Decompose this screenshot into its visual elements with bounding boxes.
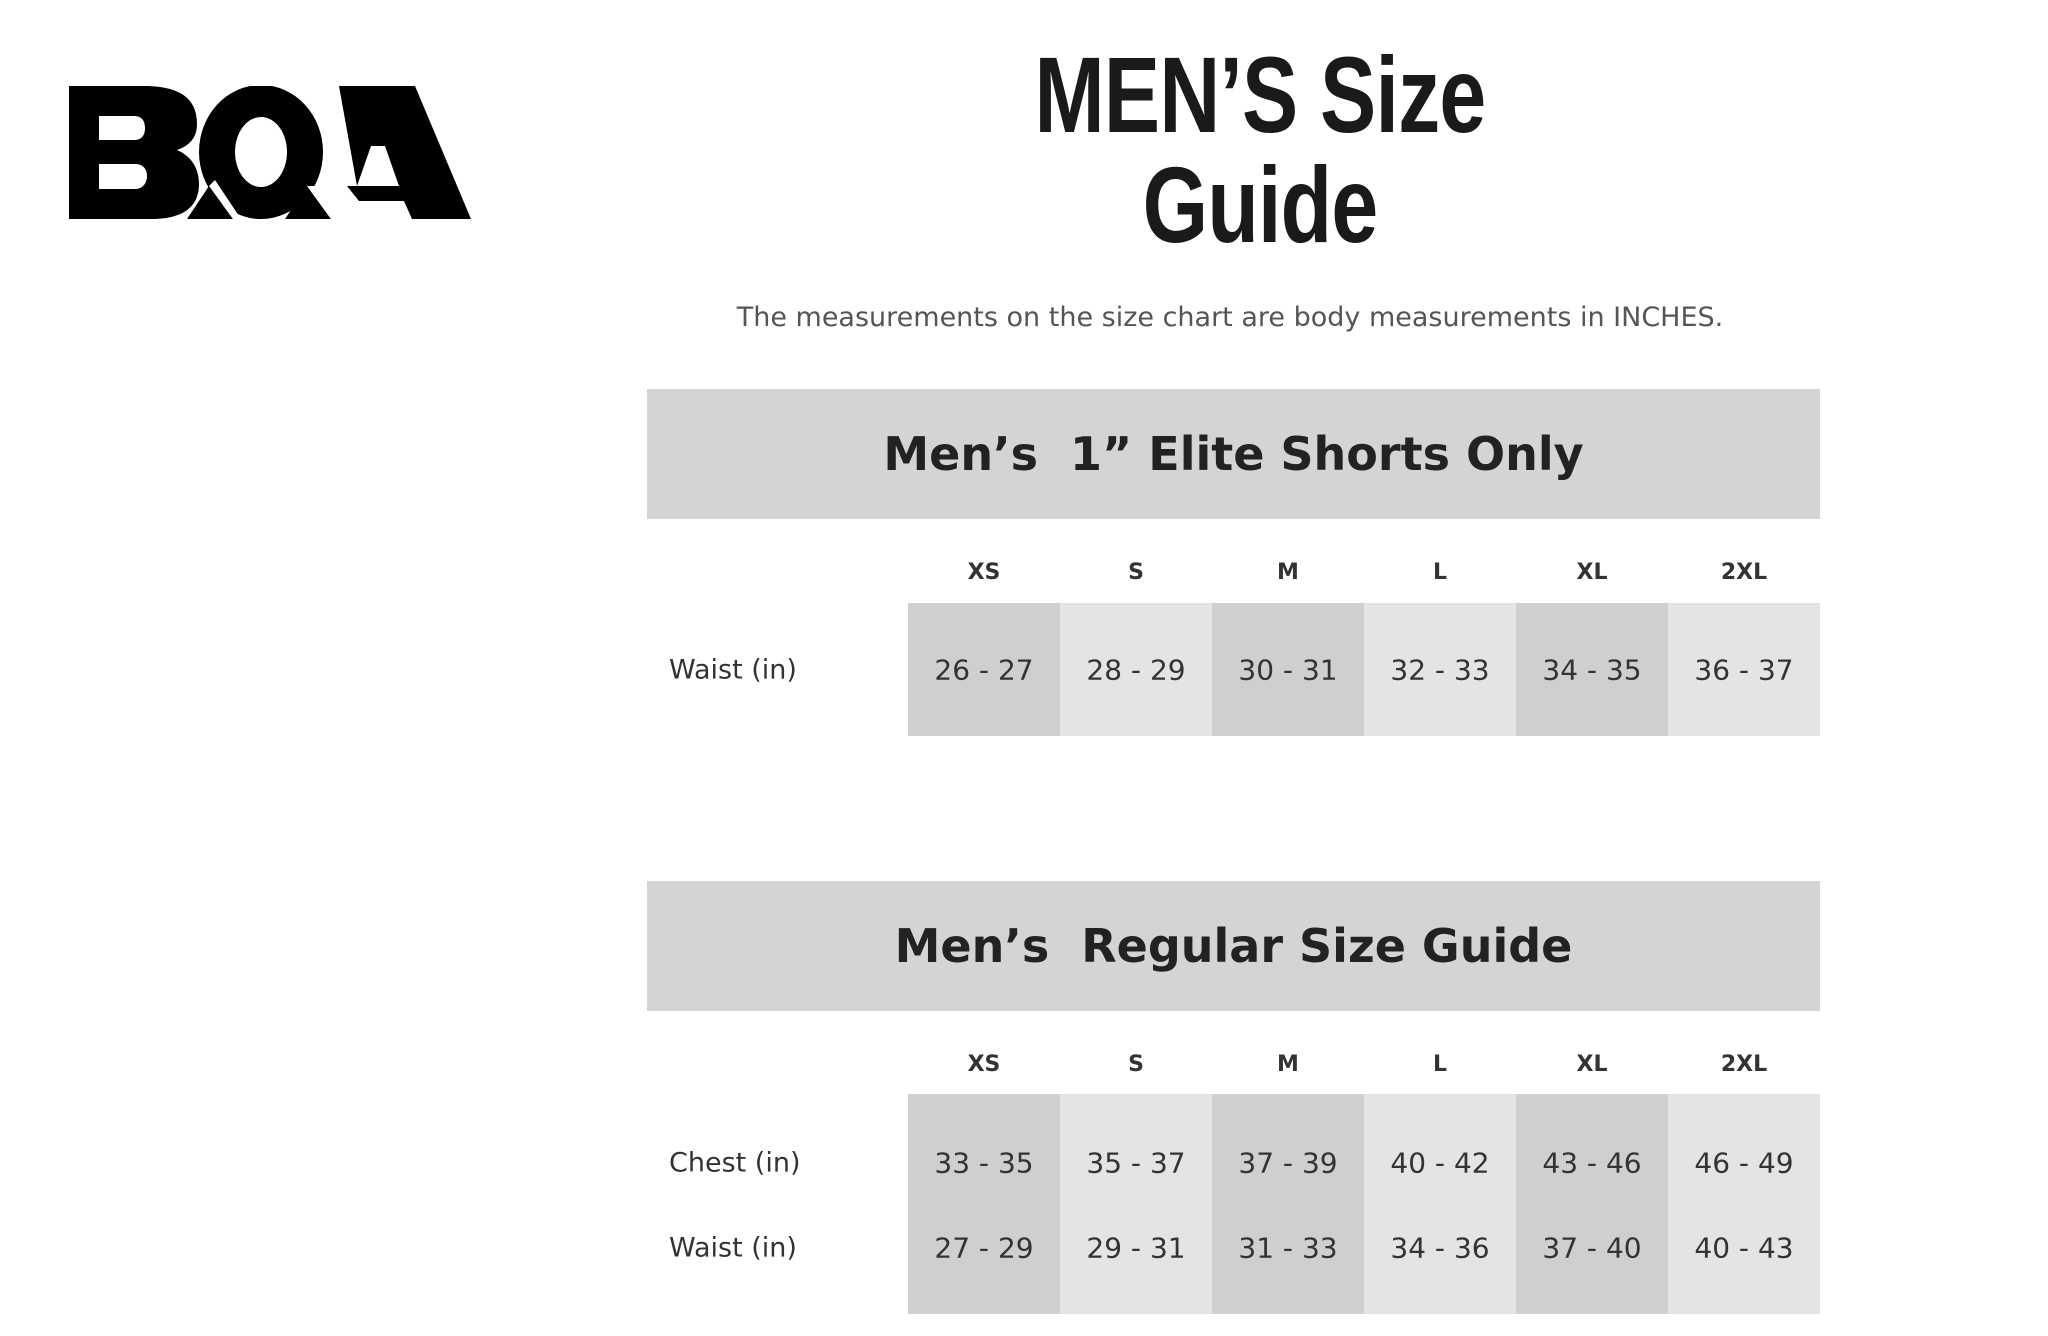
table-cell: 34 - 36 [1390, 1231, 1490, 1265]
size-label: S [1128, 560, 1144, 585]
size-column: 28 - 29 [1060, 603, 1212, 736]
boa-logo [69, 86, 471, 219]
table-cell: 27 - 29 [934, 1231, 1034, 1265]
size-table-elite-shorts: 26 - 27 28 - 29 30 - 31 32 - 33 34 - 35 … [908, 603, 1820, 736]
size-label: XS [967, 1052, 1001, 1077]
table-heading-elite-shorts: Men’s 1” Elite Shorts Only [647, 389, 1820, 519]
table-cell: 29 - 31 [1086, 1231, 1186, 1265]
table-cell: 34 - 35 [1542, 653, 1642, 687]
table-cell: 43 - 46 [1542, 1146, 1642, 1180]
size-label: 2XL [1720, 1052, 1768, 1077]
table-cell: 46 - 49 [1694, 1146, 1794, 1180]
table-cell: 36 - 37 [1694, 653, 1794, 687]
table-cell: 30 - 31 [1238, 653, 1338, 687]
size-label: XS [967, 560, 1001, 585]
size-column: 33 - 35 27 - 29 [908, 1094, 1060, 1314]
table-cell: 31 - 33 [1238, 1231, 1338, 1265]
measurement-note: The measurements on the size chart are b… [736, 302, 1724, 333]
size-table-regular: 33 - 35 27 - 29 35 - 37 29 - 31 37 - 39 … [908, 1094, 1820, 1314]
size-label: M [1277, 560, 1299, 585]
table-cell: 37 - 39 [1238, 1146, 1338, 1180]
size-label: XL [1576, 560, 1608, 585]
size-label: M [1277, 1052, 1299, 1077]
size-header-row: XS S M L XL 2XL [908, 560, 1820, 585]
row-label-waist: Waist (in) [669, 654, 797, 686]
row-label-waist: Waist (in) [669, 1232, 797, 1264]
table-cell: 35 - 37 [1086, 1146, 1186, 1180]
table-cell: 26 - 27 [934, 653, 1034, 687]
table-cell: 28 - 29 [1086, 653, 1186, 687]
size-header-row: XS S M L XL 2XL [908, 1052, 1820, 1077]
page-title: MEN’S Size Guide [1034, 34, 1487, 265]
size-column: 37 - 39 31 - 33 [1212, 1094, 1364, 1314]
size-column: 36 - 37 [1668, 603, 1820, 736]
size-label: 2XL [1720, 560, 1768, 585]
table-cell: 40 - 42 [1390, 1146, 1490, 1180]
row-label-chest: Chest (in) [669, 1147, 801, 1179]
size-column: 40 - 42 34 - 36 [1364, 1094, 1516, 1314]
table-cell: 40 - 43 [1694, 1231, 1794, 1265]
size-column: 26 - 27 [908, 603, 1060, 736]
size-column: 43 - 46 37 - 40 [1516, 1094, 1668, 1314]
size-label: L [1432, 560, 1448, 585]
size-label: L [1432, 1052, 1448, 1077]
table-cell: 33 - 35 [934, 1146, 1034, 1180]
size-column: 35 - 37 29 - 31 [1060, 1094, 1212, 1314]
table-heading-regular: Men’s Regular Size Guide [647, 881, 1820, 1011]
size-column: 30 - 31 [1212, 603, 1364, 736]
size-column: 34 - 35 [1516, 603, 1668, 736]
table-cell: 37 - 40 [1542, 1231, 1642, 1265]
size-column: 46 - 49 40 - 43 [1668, 1094, 1820, 1314]
size-column: 32 - 33 [1364, 603, 1516, 736]
size-label: XL [1576, 1052, 1608, 1077]
size-label: S [1128, 1052, 1144, 1077]
table-cell: 32 - 33 [1390, 653, 1490, 687]
